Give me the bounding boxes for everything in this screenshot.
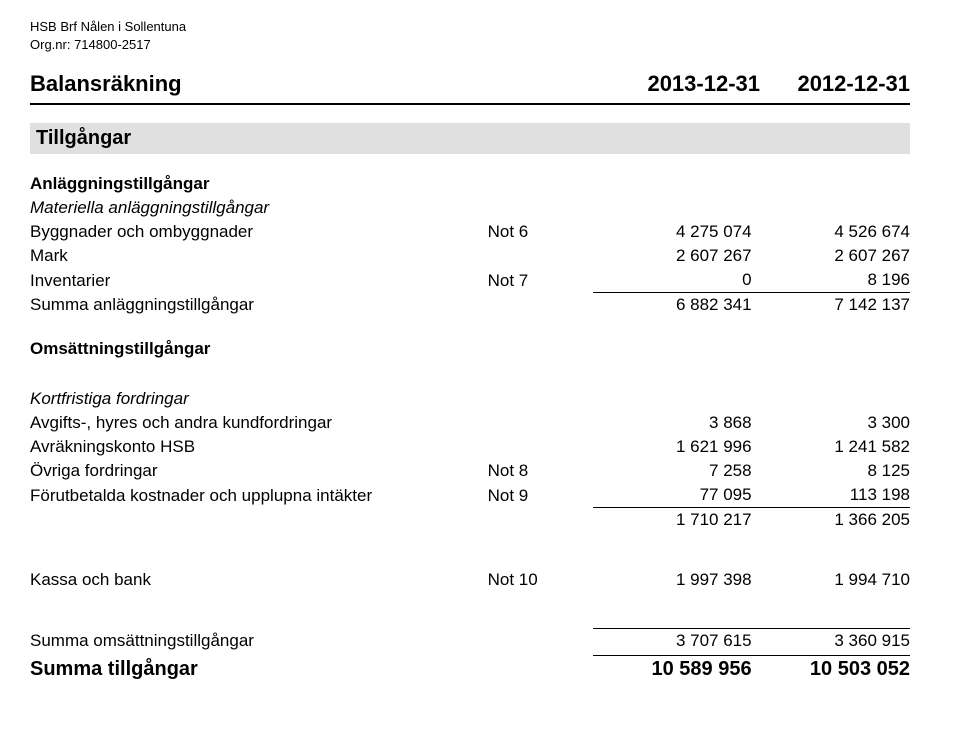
row-v2: 8 196 bbox=[752, 268, 910, 293]
table-row: Inventarier Not 7 0 8 196 bbox=[30, 268, 910, 293]
row-note bbox=[488, 244, 594, 268]
receivables-table: Avgifts-, hyres och andra kundfordringar… bbox=[30, 411, 910, 532]
row-label: Övriga fordringar bbox=[30, 459, 488, 483]
short-receivables-heading: Kortfristiga fordringar bbox=[30, 389, 910, 409]
row-v1: 2 607 267 bbox=[593, 244, 751, 268]
title-row: Balansräkning 2013-12-31 2012-12-31 bbox=[30, 71, 910, 105]
sum-row: Summa omsättningstillgångar 3 707 615 3 … bbox=[30, 629, 910, 654]
sum-label: Summa omsättningstillgångar bbox=[30, 629, 488, 654]
fixed-assets-table: Byggnader och ombyggnader Not 6 4 275 07… bbox=[30, 220, 910, 317]
assets-heading: Tillgångar bbox=[30, 123, 910, 154]
row-note bbox=[488, 435, 594, 459]
total-v1: 10 589 956 bbox=[593, 656, 751, 684]
sum-v2: 7 142 137 bbox=[752, 293, 910, 318]
total-v2: 10 503 052 bbox=[752, 656, 910, 684]
table-row: Mark 2 607 267 2 607 267 bbox=[30, 244, 910, 268]
row-v2: 1 994 710 bbox=[752, 568, 910, 592]
table-row: Förutbetalda kostnader och upplupna intä… bbox=[30, 483, 910, 508]
current-assets-total-table: Summa omsättningstillgångar 3 707 615 3 … bbox=[30, 628, 910, 653]
table-row: Kassa och bank Not 10 1 997 398 1 994 71… bbox=[30, 568, 910, 592]
row-label: Byggnader och ombyggnader bbox=[30, 220, 488, 244]
row-note: Not 6 bbox=[488, 220, 594, 244]
page-title: Balansräkning bbox=[30, 71, 610, 97]
row-label: Förutbetalda kostnader och upplupna intä… bbox=[30, 483, 488, 508]
row-label: Kassa och bank bbox=[30, 568, 488, 592]
cash-table: Kassa och bank Not 10 1 997 398 1 994 71… bbox=[30, 568, 910, 592]
total-row: Summa tillgångar 10 589 956 10 503 052 bbox=[30, 656, 910, 684]
total-label: Summa tillgångar bbox=[30, 656, 488, 684]
row-v1: 4 275 074 bbox=[593, 220, 751, 244]
page: HSB Brf Nålen i Sollentuna Org.nr: 71480… bbox=[0, 0, 960, 755]
row-v2: 3 300 bbox=[752, 411, 910, 435]
company-name: HSB Brf Nålen i Sollentuna bbox=[30, 18, 910, 36]
sum-v2: 3 360 915 bbox=[752, 629, 910, 654]
sum-label: Summa anläggningstillgångar bbox=[30, 293, 488, 318]
tangible-assets-heading: Materiella anläggningstillgångar bbox=[30, 198, 910, 218]
date-col-2: 2012-12-31 bbox=[760, 71, 910, 97]
row-v2: 1 241 582 bbox=[752, 435, 910, 459]
table-row: Byggnader och ombyggnader Not 6 4 275 07… bbox=[30, 220, 910, 244]
sum-v1: 3 707 615 bbox=[593, 629, 751, 654]
row-label: Mark bbox=[30, 244, 488, 268]
sum-v2: 1 366 205 bbox=[752, 508, 910, 533]
row-label: Avräkningskonto HSB bbox=[30, 435, 488, 459]
sum-v1: 1 710 217 bbox=[593, 508, 751, 533]
table-row: Avräkningskonto HSB 1 621 996 1 241 582 bbox=[30, 435, 910, 459]
total-table: Summa tillgångar 10 589 956 10 503 052 bbox=[30, 655, 910, 683]
row-v2: 8 125 bbox=[752, 459, 910, 483]
row-label: Avgifts-, hyres och andra kundfordringar bbox=[30, 411, 488, 435]
current-assets-heading: Omsättningstillgångar bbox=[30, 339, 910, 359]
row-v1: 3 868 bbox=[593, 411, 751, 435]
sum-row: 1 710 217 1 366 205 bbox=[30, 508, 910, 533]
row-note: Not 10 bbox=[488, 568, 594, 592]
row-note: Not 7 bbox=[488, 268, 594, 293]
row-v2: 2 607 267 bbox=[752, 244, 910, 268]
fixed-assets-heading: Anläggningstillgångar bbox=[30, 174, 910, 194]
table-row: Övriga fordringar Not 8 7 258 8 125 bbox=[30, 459, 910, 483]
row-note: Not 8 bbox=[488, 459, 594, 483]
date-col-1: 2013-12-31 bbox=[610, 71, 760, 97]
row-label: Inventarier bbox=[30, 268, 488, 293]
row-v2: 113 198 bbox=[752, 483, 910, 508]
row-note bbox=[488, 411, 594, 435]
row-v1: 0 bbox=[593, 268, 751, 293]
row-note: Not 9 bbox=[488, 483, 594, 508]
org-number: Org.nr: 714800-2517 bbox=[30, 36, 910, 54]
row-v1: 1 621 996 bbox=[593, 435, 751, 459]
row-v1: 1 997 398 bbox=[593, 568, 751, 592]
row-v2: 4 526 674 bbox=[752, 220, 910, 244]
row-v1: 77 095 bbox=[593, 483, 751, 508]
table-row: Avgifts-, hyres och andra kundfordringar… bbox=[30, 411, 910, 435]
sum-v1: 6 882 341 bbox=[593, 293, 751, 318]
row-v1: 7 258 bbox=[593, 459, 751, 483]
sum-row: Summa anläggningstillgångar 6 882 341 7 … bbox=[30, 293, 910, 318]
